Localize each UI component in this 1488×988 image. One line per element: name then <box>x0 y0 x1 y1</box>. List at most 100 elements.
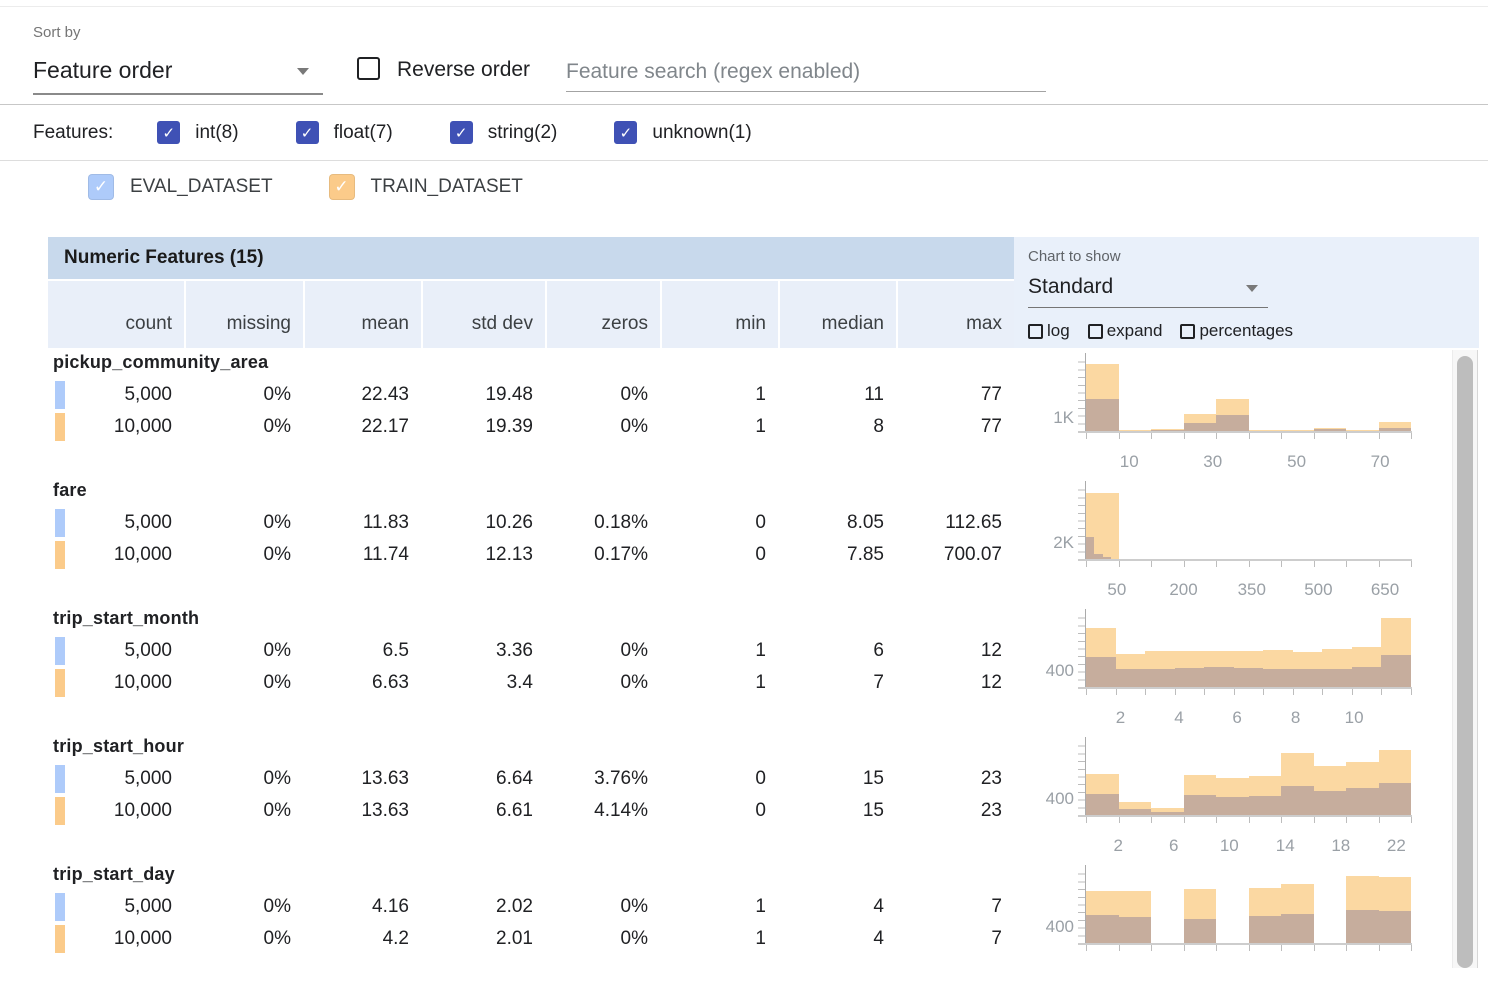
eval-dataset-swatch <box>55 765 65 793</box>
x-axis-tick <box>1411 817 1412 823</box>
eval-bar <box>1314 791 1347 815</box>
x-axis-tick <box>1151 561 1152 567</box>
stat-cell: 0% <box>184 636 303 666</box>
chevron-down-icon <box>1246 285 1258 292</box>
x-axis-tick <box>1281 561 1282 567</box>
x-axis-tick <box>1175 689 1176 695</box>
x-axis-tick <box>1249 945 1250 951</box>
eval-bar <box>1381 655 1411 687</box>
stat-cell: 15 <box>778 764 896 794</box>
checkbox-checked-icon[interactable]: ✓ <box>157 121 180 144</box>
eval-bar <box>1216 415 1249 431</box>
eval-bar <box>1379 783 1412 815</box>
feature-search-input[interactable] <box>566 52 1046 91</box>
x-axis-tick <box>1322 689 1323 695</box>
x-axis-tick <box>1119 433 1120 439</box>
stat-cell: 3.76% <box>545 764 660 794</box>
checkbox-checked-icon[interactable]: ✓ <box>88 174 114 200</box>
x-axis-tick <box>1086 433 1087 439</box>
eval-bar <box>1184 423 1217 431</box>
stat-cell: 2.02 <box>421 892 545 922</box>
column-header: median <box>778 281 896 348</box>
x-axis-tick <box>1184 561 1185 567</box>
x-axis-tick <box>1116 689 1117 695</box>
x-axis-tick <box>1184 945 1185 951</box>
checkbox-checked-icon[interactable]: ✓ <box>614 121 637 144</box>
column-header: missing <box>184 281 303 348</box>
stat-cell: 6.63 <box>303 668 421 698</box>
x-axis <box>1078 559 1412 561</box>
x-tick-label: 10 <box>1345 708 1364 728</box>
checkbox-checked-icon[interactable]: ✓ <box>450 121 473 144</box>
vertical-scrollbar-thumb[interactable] <box>1457 356 1473 968</box>
column-header: min <box>660 281 778 348</box>
stat-cell: 77 <box>896 380 1014 410</box>
eval-bar <box>1175 668 1205 687</box>
stat-cell: 1 <box>660 892 778 922</box>
feature-type-filter-list: ✓int(8)✓float(7)✓string(2)✓unknown(1) <box>157 121 808 144</box>
checkbox-checked-icon[interactable]: ✓ <box>329 174 355 200</box>
eval-bar <box>1086 915 1119 943</box>
stat-cell: 1 <box>660 380 778 410</box>
stat-cell: 7 <box>896 924 1014 954</box>
eval-bar <box>1322 669 1352 687</box>
x-axis-tick <box>1119 561 1120 567</box>
eval-bar <box>1249 916 1282 943</box>
eval-bar <box>1086 657 1116 687</box>
y-axis-ticks <box>1078 867 1085 944</box>
x-axis <box>1078 943 1412 945</box>
sort-by-select[interactable]: Feature order <box>33 52 323 95</box>
x-tick-label: 22 <box>1387 836 1406 856</box>
checkbox-unchecked-icon[interactable] <box>1028 324 1043 339</box>
reverse-order-checkbox[interactable] <box>357 57 380 80</box>
stat-cell: 0% <box>184 412 303 442</box>
chart-toggle: log <box>1028 321 1070 341</box>
stat-cell: 10,000 <box>48 668 184 698</box>
column-header: zeros <box>545 281 660 348</box>
checkbox-unchecked-icon[interactable] <box>1180 324 1195 339</box>
stat-cell: 10,000 <box>48 412 184 442</box>
toggle-label: percentages <box>1199 321 1293 341</box>
stat-cell: 4 <box>778 892 896 922</box>
stat-cell: 13.63 <box>303 796 421 826</box>
x-axis-tick <box>1411 689 1412 695</box>
checkbox-unchecked-icon[interactable] <box>1088 324 1103 339</box>
x-axis-tick <box>1381 689 1382 695</box>
stat-cell: 7 <box>778 668 896 698</box>
x-axis-tick <box>1379 945 1380 951</box>
x-axis <box>1078 815 1412 817</box>
stat-cell: 0 <box>660 508 778 538</box>
chart-type-value: Standard <box>1028 271 1268 303</box>
x-axis-tick <box>1086 689 1087 695</box>
eval-dataset-swatch <box>55 637 65 665</box>
x-axis-tick <box>1411 433 1412 439</box>
checkbox-checked-icon[interactable]: ✓ <box>296 121 319 144</box>
eval-bar <box>1281 786 1314 815</box>
stat-cell: 22.17 <box>303 412 421 442</box>
feature-type-filter: ✓string(2) <box>450 121 558 144</box>
x-tick-label: 50 <box>1287 452 1306 472</box>
eval-bar <box>1086 537 1094 559</box>
stat-cell: 0% <box>184 540 303 570</box>
feature-name: fare <box>53 480 87 501</box>
stat-cell: 0.17% <box>545 540 660 570</box>
filter-label: unknown(1) <box>652 122 751 144</box>
x-axis-tick <box>1151 817 1152 823</box>
chevron-down-icon <box>297 68 309 75</box>
x-axis-tick <box>1314 817 1315 823</box>
x-tick-label: 50 <box>1107 580 1126 600</box>
chart-type-select[interactable]: Standard <box>1028 271 1268 308</box>
stat-cell: 5,000 <box>48 508 184 538</box>
y-axis-label: 400 <box>1024 789 1074 809</box>
